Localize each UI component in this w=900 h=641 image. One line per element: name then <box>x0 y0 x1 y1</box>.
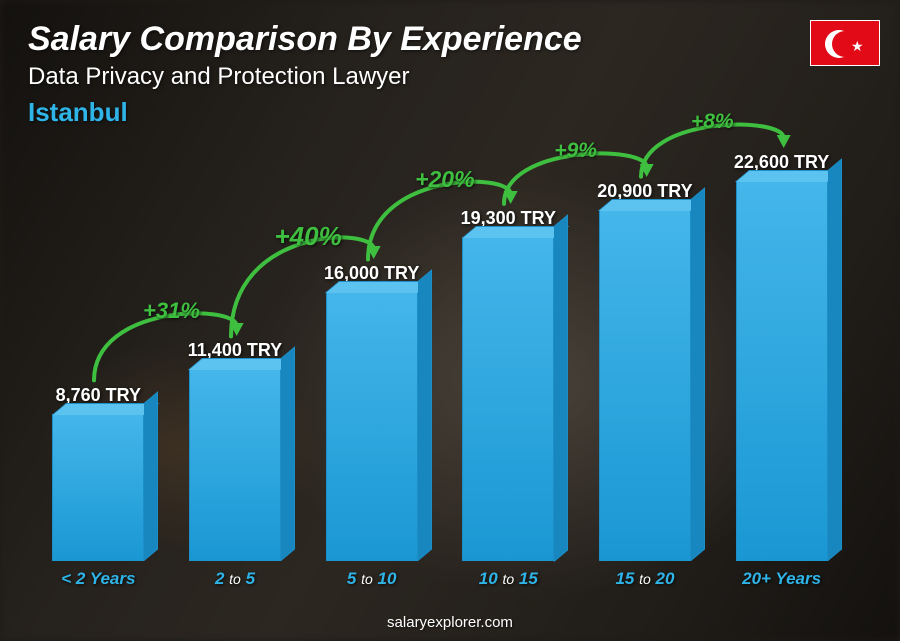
content-root: Salary Comparison By Experience Data Pri… <box>0 0 900 641</box>
bar <box>52 414 144 561</box>
growth-percent-label: +8% <box>691 110 734 134</box>
bar-category-label: 15 to 20 <box>615 569 674 589</box>
bar <box>462 237 554 562</box>
bar-category-label: 20+ Years <box>742 569 821 589</box>
bar-category-label: 5 to 10 <box>347 569 397 589</box>
bar-side-face <box>691 187 705 561</box>
bar <box>189 369 281 561</box>
flag-star-icon: ★ <box>851 38 864 55</box>
turkey-flag-icon: ★ <box>810 20 880 66</box>
bar-side-face <box>418 269 432 561</box>
bar-category-label: 2 to 5 <box>215 569 255 589</box>
chart-title: Salary Comparison By Experience <box>28 20 582 59</box>
bar-category-label: 10 to 15 <box>479 569 538 589</box>
growth-arrow: +8% <box>635 97 802 177</box>
bar-side-face <box>144 391 158 561</box>
bar-group: 11,400 TRY2 to 5 <box>180 340 290 561</box>
bar-group: 20,900 TRY15 to 20 <box>590 181 700 561</box>
bar-side-face <box>554 214 568 561</box>
bar <box>736 181 828 561</box>
bar <box>599 210 691 561</box>
bar-category-label: < 2 Years <box>61 569 135 589</box>
bar-chart: 8,760 TRY< 2 Years11,400 TRY2 to 516,000… <box>30 150 850 591</box>
growth-percent-label: +9% <box>554 139 597 163</box>
bar-group: 22,600 TRY20+ Years <box>727 152 837 561</box>
chart-location: Istanbul <box>28 97 582 128</box>
footer-source: salaryexplorer.com <box>0 614 900 631</box>
header: Salary Comparison By Experience Data Pri… <box>28 20 582 128</box>
bar-group: 19,300 TRY10 to 15 <box>453 208 563 562</box>
growth-percent-label: +20% <box>415 166 474 193</box>
bar-group: 8,760 TRY< 2 Years <box>43 385 153 561</box>
chart-subtitle: Data Privacy and Protection Lawyer <box>28 63 582 91</box>
bar <box>326 292 418 561</box>
bar-group: 16,000 TRY5 to 10 <box>317 263 427 561</box>
arrow-icon <box>635 97 802 177</box>
bar-side-face <box>828 158 842 561</box>
growth-percent-label: +31% <box>143 298 200 324</box>
flag-crescent-icon <box>825 30 853 58</box>
bar-side-face <box>281 347 295 561</box>
growth-percent-label: +40% <box>275 221 342 252</box>
